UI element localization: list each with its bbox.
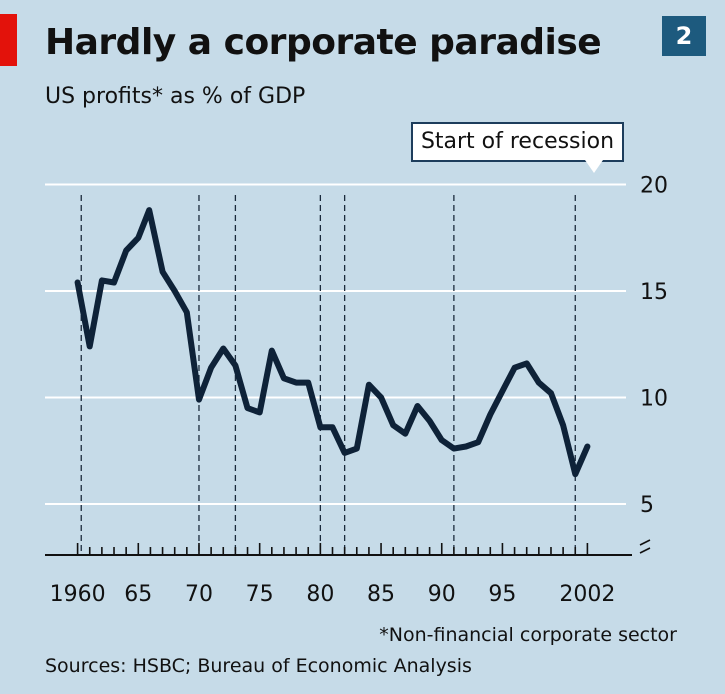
chart-number-badge: 2 [662, 16, 706, 56]
x-tick-label-90: 90 [428, 582, 456, 607]
recession-callout-pointer [585, 160, 603, 173]
y-tick-label-15: 15 [640, 280, 668, 305]
series-line-0 [74, 207, 591, 478]
footnote: *Non-financial corporate sector [379, 624, 677, 646]
accent-tag [0, 14, 17, 66]
y-tick-label-20: 20 [640, 174, 668, 199]
x-tick-label-1960: 1960 [50, 582, 106, 607]
sources-note: Sources: HSBC; Bureau of Economic Analys… [45, 655, 472, 677]
chart-subtitle: US profits* as % of GDP [45, 84, 306, 109]
x-tick-label-65: 65 [124, 582, 152, 607]
x-tick-label-85: 85 [367, 582, 395, 607]
x-tick-label-70: 70 [185, 582, 213, 607]
x-tick-label-80: 80 [306, 582, 334, 607]
axis-break-marker [639, 539, 651, 554]
recession-callout: Start of recession [411, 122, 624, 162]
y-tick-label-10: 10 [640, 387, 668, 412]
chart-title: Hardly a corporate paradise [45, 22, 602, 63]
x-tick-label-75: 75 [246, 582, 274, 607]
x-tick-label-2002: 2002 [559, 582, 615, 607]
x-tick-label-95: 95 [488, 582, 516, 607]
y-tick-label-5: 5 [640, 493, 654, 518]
